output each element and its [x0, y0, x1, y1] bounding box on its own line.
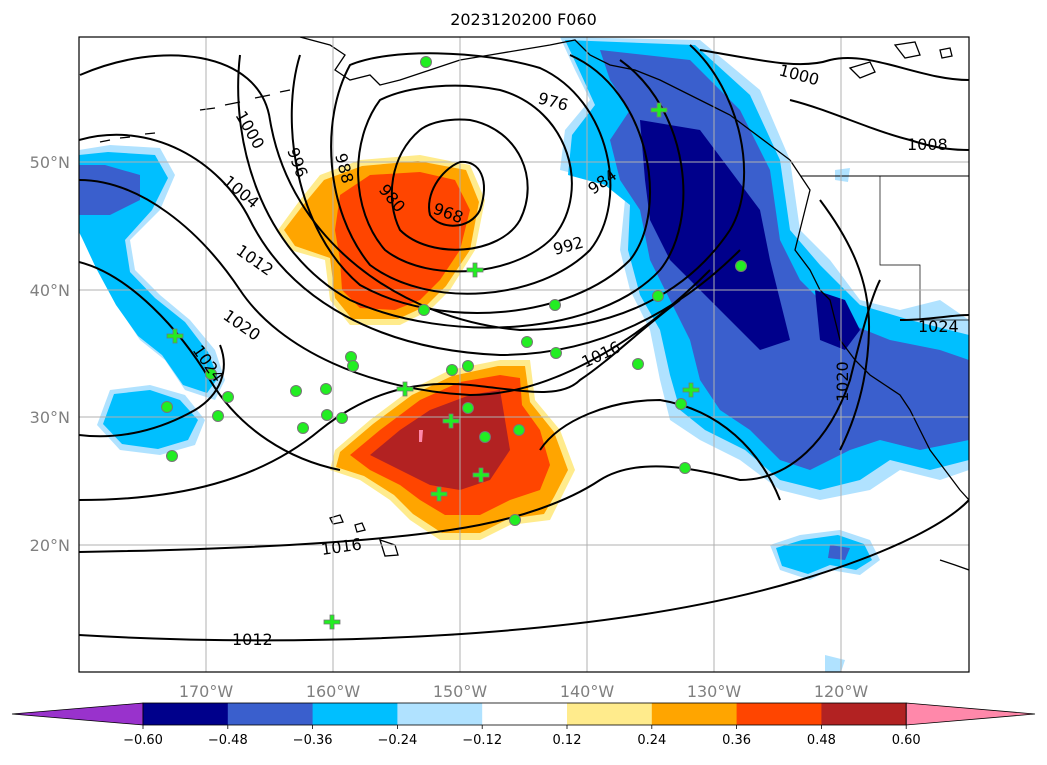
lon-label: 170°W [179, 682, 234, 701]
lon-label: 130°W [687, 682, 742, 701]
colorbar-segment [736, 703, 822, 725]
colorbar-frame [142, 702, 907, 726]
colorbar-segment [482, 703, 568, 725]
lat-label: 40°N [30, 281, 70, 300]
map-title: 2023120200 F060 [450, 10, 597, 29]
lon-label: 120°W [814, 682, 869, 701]
colorbar-tick-label: 0.12 [553, 733, 582, 748]
lon-label: 140°W [560, 682, 615, 701]
colorbar-tick-label: −0.48 [208, 733, 248, 748]
colorbar-segment [397, 703, 483, 725]
coastlines [99, 37, 969, 571]
stations [161, 56, 747, 630]
latitude-labels: 50°N 40°N 30°N 20°N [30, 153, 70, 555]
colorbar: −0.60 −0.48 −0.36 −0.24 −0.12 0.12 0.24 0.36 0.4… [11, 702, 1036, 748]
negative-anomaly-west [79, 145, 225, 455]
colorbar-tick-label: 0.60 [892, 733, 921, 748]
colorbar-segment [651, 703, 738, 725]
colorbar-tick-label: 0.48 [807, 733, 836, 748]
isobars [79, 44, 969, 642]
colorbar-segment [312, 703, 398, 725]
isobar-label: 1024 [918, 317, 959, 336]
lat-label: 20°N [30, 536, 70, 555]
colorbar-segment [143, 703, 229, 725]
colorbar-tick-label: −0.24 [377, 733, 417, 748]
colorbar-tick-label: 0.36 [722, 733, 751, 748]
colorbar-arrow-max [905, 702, 1036, 726]
colorbar-segment [821, 703, 907, 725]
lon-label: 160°W [306, 682, 361, 701]
isobar-label: 1020 [833, 361, 852, 402]
lat-label: 50°N [30, 153, 70, 172]
isobar-label: 1008 [907, 135, 948, 154]
lat-label: 30°N [30, 408, 70, 427]
colorbar-arrow-min [11, 702, 144, 726]
colorbar-tick-label: −0.12 [462, 733, 502, 748]
colorbar-segment [567, 703, 653, 725]
isobar-label: 1012 [232, 630, 273, 649]
gridlines [79, 37, 969, 672]
colorbar-segment [227, 703, 314, 725]
colorbar-tick-label: −0.60 [123, 733, 163, 748]
positive-anomaly-south [330, 360, 575, 540]
lon-label: 150°W [433, 682, 488, 701]
longitude-labels: 170°W 160°W 150°W 140°W 130°W 120°W [179, 682, 869, 701]
negative-anomaly-east [560, 37, 969, 500]
colorbar-tick-label: 0.24 [637, 733, 666, 748]
map-frame [78, 36, 970, 673]
colorbar-tick-label: −0.36 [293, 733, 333, 748]
